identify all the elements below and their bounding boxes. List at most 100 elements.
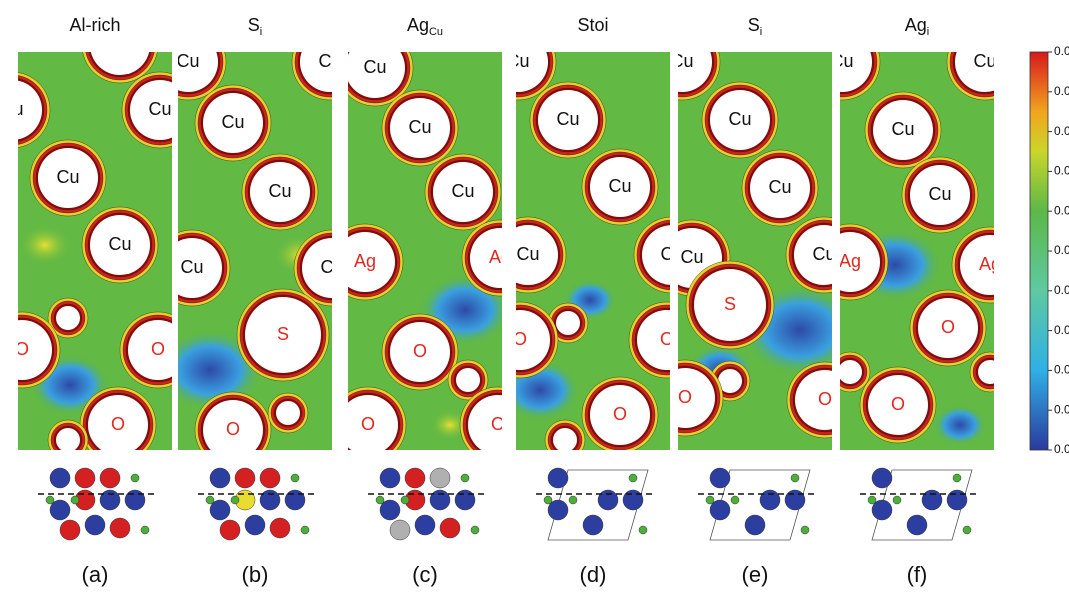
atom <box>642 225 670 285</box>
panel-caption: (c) <box>412 562 438 587</box>
atom-label: Al <box>561 314 574 331</box>
atom-label: Cu <box>320 257 343 277</box>
atom-label: Cu <box>56 167 79 187</box>
colorbar <box>1029 51 1049 451</box>
atom-label: Cu <box>891 119 914 139</box>
atom <box>38 148 98 208</box>
atom-label: S <box>277 324 289 344</box>
atom-label: Cu <box>408 117 431 137</box>
atom-label: O <box>491 414 505 434</box>
map-region <box>934 405 986 445</box>
atom-label: Cu <box>928 184 951 204</box>
atom-label: Cu <box>363 57 386 77</box>
structure-atom <box>404 467 426 489</box>
title-main: Al-rich <box>69 15 120 35</box>
atom-label: Ag <box>489 247 511 267</box>
structure-atom <box>124 489 146 511</box>
atom <box>678 368 715 428</box>
atom-label: O <box>151 339 165 359</box>
atom-label: Cu <box>680 247 703 267</box>
structure-atom <box>379 467 401 489</box>
atom <box>918 298 978 358</box>
structure-atom <box>109 517 131 539</box>
atom <box>348 395 398 450</box>
atom <box>868 375 928 435</box>
atom-label: Ag <box>979 254 1001 274</box>
atom-label: S <box>724 294 736 314</box>
panel-caption: (e) <box>742 562 769 587</box>
structure-atom <box>582 514 604 536</box>
title-sub: i <box>260 26 262 38</box>
structure-atom <box>209 467 231 489</box>
colorbar-tick-label: 0.020 <box>1054 283 1069 297</box>
atom-label: O <box>226 419 240 439</box>
structure-atom <box>439 517 461 539</box>
structure-atom <box>871 467 893 489</box>
colorbar-tick-label: 0.015 <box>1054 323 1069 337</box>
atom <box>516 310 550 370</box>
atom <box>18 320 52 380</box>
structure-atom <box>952 473 962 483</box>
atom-label: O <box>891 394 905 414</box>
atom-label: Cu <box>506 51 529 71</box>
structure-atom <box>234 467 256 489</box>
atom <box>245 297 321 373</box>
structure-atom <box>230 495 240 505</box>
atom <box>128 320 172 380</box>
structure-atom <box>99 489 121 511</box>
atom <box>873 100 933 160</box>
structure-atom <box>290 473 300 483</box>
colorbar-tick-label: 0.040 <box>1054 124 1069 138</box>
panel-caption: (d) <box>580 562 607 587</box>
atom <box>840 232 880 292</box>
structure-atom <box>205 495 215 505</box>
atom <box>910 165 970 225</box>
atom <box>840 360 862 384</box>
atom <box>300 52 332 92</box>
atom <box>516 52 548 92</box>
atom <box>468 395 502 450</box>
atom <box>348 232 395 292</box>
atom <box>390 322 450 382</box>
structure-atom <box>454 489 476 511</box>
atom <box>178 52 218 92</box>
atom <box>516 225 558 285</box>
colorbar-tick-label: 0.035 <box>1054 164 1069 178</box>
atom <box>348 52 405 98</box>
atom <box>302 238 332 298</box>
atom <box>203 400 263 450</box>
atom-label: O <box>660 329 674 349</box>
panel-title: Agi <box>905 15 929 38</box>
structure-atom <box>638 525 648 535</box>
atom-label: Cu <box>148 99 171 119</box>
colorbar-tick-label: 0.000 <box>1054 442 1069 456</box>
structure-atom <box>790 473 800 483</box>
title-sub: Cu <box>429 26 443 38</box>
structure-atom <box>74 467 96 489</box>
atom <box>750 158 810 218</box>
atom-label: O <box>15 339 29 359</box>
colorbar-tick-label: 0.010 <box>1054 363 1069 377</box>
panel-caption: (a) <box>82 562 109 587</box>
structure-atom <box>429 467 451 489</box>
atom <box>955 52 994 92</box>
colorbar-tick-label: 0.050 <box>1054 44 1069 58</box>
atom-label: Ag <box>354 251 376 271</box>
structure-atom <box>622 489 644 511</box>
atom-label: Cu <box>108 234 131 254</box>
atom <box>203 93 263 153</box>
atom-label: Cu <box>268 181 291 201</box>
atom <box>56 428 80 450</box>
atom-label: Cu <box>812 244 835 264</box>
atom-label: O <box>513 329 527 349</box>
structure-atom <box>244 514 266 536</box>
atom <box>590 385 650 445</box>
structure-atom <box>906 514 928 536</box>
structure-atom <box>414 514 436 536</box>
structure-atom <box>284 489 306 511</box>
structure-atom <box>705 495 715 505</box>
structure-atom <box>962 525 972 535</box>
structure-atom <box>460 473 470 483</box>
atom-label: Cu <box>830 51 853 71</box>
atom-label: Cu <box>108 34 131 54</box>
